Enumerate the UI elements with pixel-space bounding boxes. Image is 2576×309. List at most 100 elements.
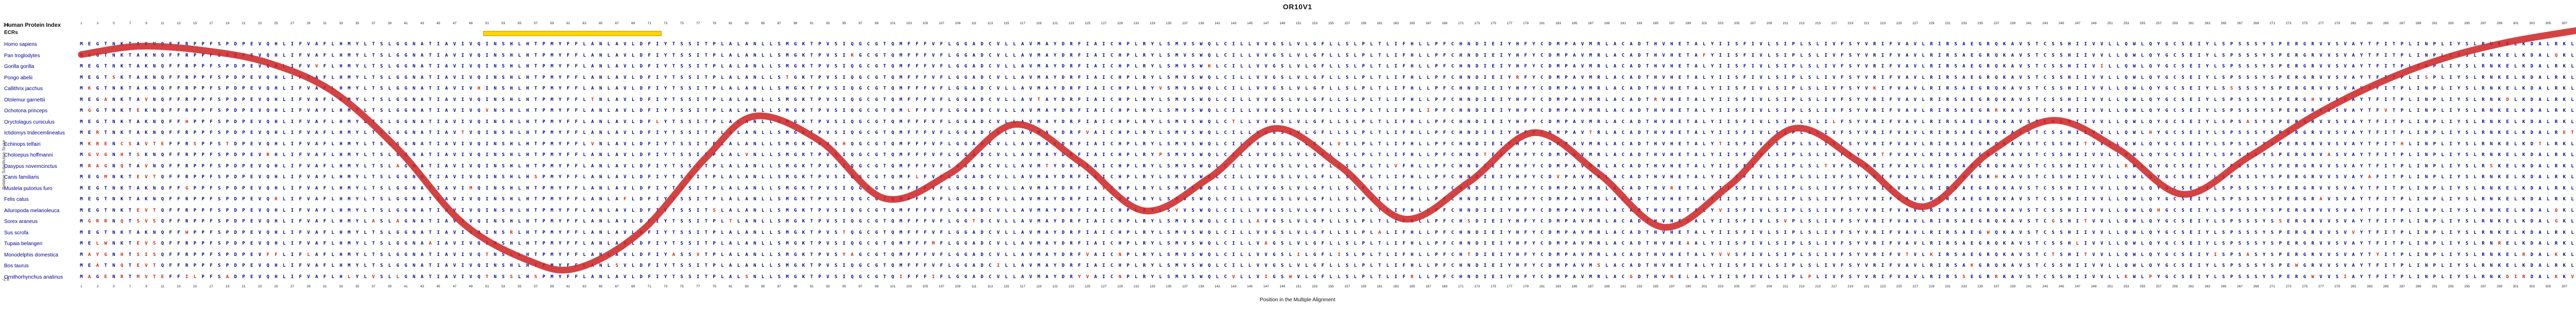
residue-cell: C (1621, 42, 1625, 47)
residue-cell: L (1216, 42, 1219, 47)
residue-cell: G (956, 86, 959, 91)
residue-cell: C (867, 141, 870, 147)
residue-cell: G (1978, 53, 1982, 58)
residue-cell: I (1751, 185, 1755, 191)
residue-cell: D (2530, 53, 2534, 58)
residue-cell: A (1630, 42, 1633, 47)
residue-cell: S (217, 42, 221, 47)
residue-cell: L (2141, 64, 2144, 69)
residue-cell: L (2214, 141, 2217, 147)
residue-cell: P (1362, 119, 1365, 125)
residue-cell: A (1045, 53, 1048, 58)
residue-cell: F (567, 53, 570, 58)
residue-cell: I (2076, 53, 2079, 58)
residue-cell: C (1540, 185, 1544, 191)
residue-cell: N (1467, 197, 1470, 202)
residue-cell: S (2255, 141, 2258, 147)
residue-cell: A (1021, 152, 1024, 158)
residue-cell: I (1727, 75, 1730, 80)
residue-cell: P (2400, 197, 2404, 202)
residue-cell: S (2238, 97, 2242, 102)
residue-cell: I (2417, 175, 2420, 180)
residue-cell: N (2425, 152, 2428, 158)
residue-cell: D (1548, 53, 1552, 58)
residue-cell: S (1281, 130, 1284, 135)
residue-cell: L (948, 141, 951, 147)
residue-cell: Y (1710, 130, 1714, 135)
residue-cell: L (1305, 75, 1308, 80)
residue-cell: L (388, 53, 392, 58)
residue-cell: I (1394, 175, 1398, 180)
residue-cell: H (477, 86, 481, 91)
residue-cell: Y (1532, 86, 1535, 91)
ruler-tick: 223 (1880, 22, 1886, 25)
ruler-tick: 151 (1296, 22, 1301, 25)
residue-cell: L (282, 64, 286, 69)
residue-cell: L (1289, 119, 1292, 125)
residue-cell: A (2011, 108, 2014, 113)
residue-cell: N (112, 108, 115, 113)
residue-cell: F (1889, 86, 1892, 91)
residue-cell: L (1216, 130, 1219, 135)
residue-cell: A (615, 152, 619, 158)
residue-cell: I (2417, 42, 2420, 47)
residue-cell: V (623, 175, 626, 180)
residue-cell: I (291, 130, 294, 135)
residue-cell: R (1597, 86, 1600, 91)
residue-cell: L (632, 163, 635, 169)
residue-cell: S (502, 108, 505, 113)
residue-cell: L (2108, 163, 2112, 169)
residue-cell: A (1045, 130, 1048, 135)
residue-cell: L (1800, 152, 1803, 158)
residue-cell: V (307, 208, 310, 213)
residue-cell: I (1881, 64, 1885, 69)
residue-cell: I (1881, 163, 1885, 169)
residue-cell: S (1346, 97, 1349, 102)
residue-cell: L (632, 64, 635, 69)
residue-cell: G (956, 108, 959, 113)
residue-cell: L (1305, 64, 1308, 69)
residue-cell: L (1216, 197, 1219, 202)
residue-cell: H (275, 163, 278, 169)
residue-cell: Y (355, 185, 359, 191)
residue-cell: Y (1054, 119, 1057, 125)
residue-cell: L (2116, 64, 2120, 69)
residue-cell: G (404, 185, 408, 191)
residue-cell: R (1143, 208, 1146, 213)
residue-cell: T (2368, 152, 2371, 158)
residue-cell: H (1516, 119, 1519, 125)
residue-cell: L (2141, 185, 2144, 191)
residue-cell: T (810, 208, 814, 213)
residue-cell: Q (2149, 53, 2152, 58)
residue-cell: I (1751, 108, 1755, 113)
residue-cell: L (1159, 130, 1162, 135)
residue-cell: M (1556, 130, 1560, 135)
residue-cell: A (1694, 42, 1698, 47)
residue-cell: L (388, 64, 392, 69)
residue-cell: L (1240, 175, 1243, 180)
residue-cell: T (1646, 175, 1649, 180)
residue-cell: K (2498, 163, 2501, 169)
residue-cell: R (1930, 185, 1933, 191)
residue-cell: I (1102, 42, 1106, 47)
residue-cell: A (315, 197, 318, 202)
residue-cell: M (899, 185, 903, 191)
residue-cell: L (1353, 141, 1357, 147)
residue-cell: M (1589, 108, 1592, 113)
residue-cell: T (2035, 163, 2039, 169)
residue-cell: E (2287, 108, 2290, 113)
residue-cell: L (1768, 75, 1771, 80)
residue-cell: E (2506, 108, 2509, 113)
residue-cell: Y (1151, 119, 1154, 125)
residue-cell: L (2141, 141, 2144, 147)
residue-cell: V (2327, 42, 2331, 47)
residue-cell: Y (2457, 163, 2461, 169)
residue-cell: L (2108, 42, 2112, 47)
residue-cell: F (1078, 152, 1081, 158)
residue-cell: V (1256, 152, 1260, 158)
residue-cell: V (453, 86, 456, 91)
residue-cell: L (1305, 197, 1308, 202)
residue-cell: A (972, 64, 976, 69)
residue-cell: V (2344, 163, 2347, 169)
residue-cell: F (1840, 185, 1844, 191)
